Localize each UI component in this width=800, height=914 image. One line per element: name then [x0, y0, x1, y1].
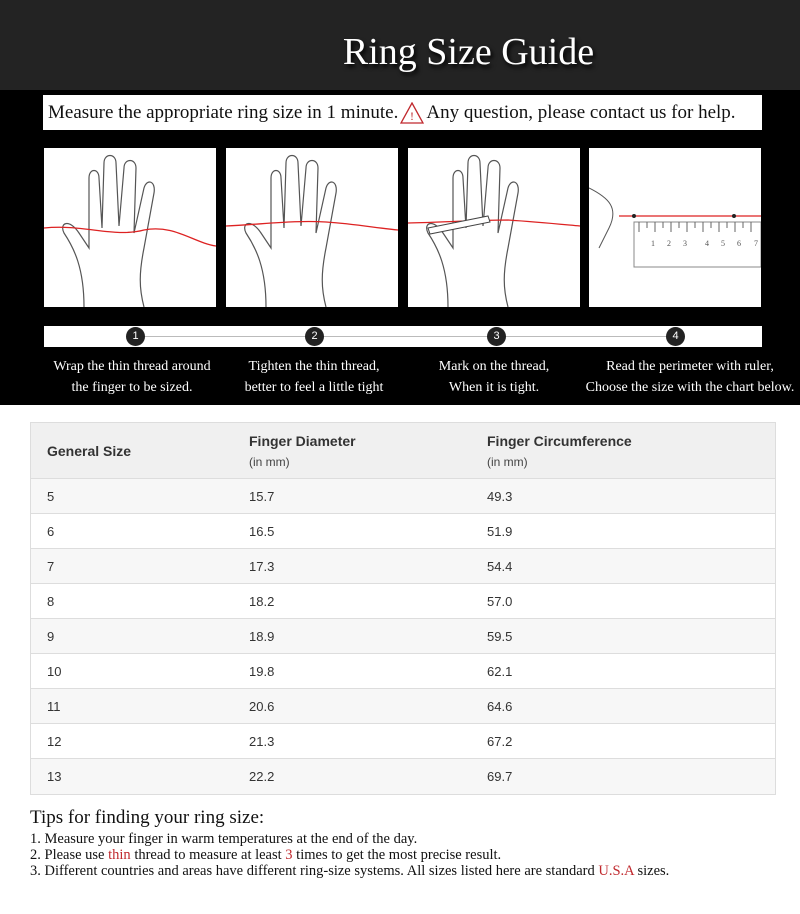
size-cell: 8 [47, 594, 55, 609]
header-diameter-unit: (in mm) [249, 455, 290, 469]
contact-text: Any question, please contact us for help… [426, 101, 736, 123]
header-finger-diameter: Finger Diameter [249, 433, 356, 449]
ruler-label: 4 [705, 239, 709, 248]
header-finger-circumference: Finger Circumference [487, 433, 632, 449]
ruler-label: 5 [721, 239, 725, 248]
ring-size-table: General Size Finger Diameter (in mm) Fin… [30, 422, 776, 795]
size-cell: 13 [47, 769, 62, 784]
tip-3: 3. Different countries and areas have di… [30, 863, 670, 879]
header-general-size: General Size [47, 443, 132, 459]
ruler-label: 7 [754, 239, 758, 248]
circumference-cell: 57.0 [487, 594, 513, 609]
table-row: 11 20.6 64.6 [31, 689, 775, 724]
step-connector [136, 336, 676, 337]
svg-text:!: ! [410, 109, 414, 123]
header-bar [0, 0, 800, 90]
page-title: Ring Size Guide [342, 31, 595, 73]
ruler-label: 3 [683, 239, 687, 248]
step-1-badge: 1 [126, 327, 145, 346]
header-circumference-unit: (in mm) [487, 455, 528, 469]
table-row: 12 21.3 67.2 [31, 724, 775, 759]
size-cell: 6 [47, 524, 55, 539]
hand-wrap-thread-illustration [44, 148, 216, 307]
diameter-cell: 17.3 [249, 559, 275, 574]
circumference-cell: 49.3 [487, 489, 513, 504]
step-progress-bar: 1 2 3 4 [44, 326, 762, 347]
size-cell: 9 [47, 629, 55, 644]
ruler-measure-illustration: 1 2 3 4 5 6 7 [589, 148, 761, 307]
table-row: 10 19.8 62.1 [31, 654, 775, 689]
table-row: 7 17.3 54.4 [31, 549, 775, 584]
table-header: General Size Finger Diameter (in mm) Fin… [31, 423, 775, 479]
intro-text: Measure the appropriate ring size in 1 m… [48, 101, 399, 123]
table-row: 6 16.5 51.9 [31, 514, 775, 549]
step-4-badge: 4 [666, 327, 685, 346]
step-4-caption: Read the perimeter with ruler, Choose the… [585, 359, 795, 395]
circumference-cell: 69.7 [487, 769, 513, 784]
hand-tighten-thread-illustration [226, 148, 398, 307]
diameter-cell: 18.2 [249, 594, 275, 609]
diameter-cell: 15.7 [249, 489, 275, 504]
circumference-cell: 59.5 [487, 629, 513, 644]
step-3-badge: 3 [487, 327, 506, 346]
diameter-cell: 19.8 [249, 664, 275, 679]
circumference-cell: 51.9 [487, 524, 513, 539]
tips-section: Tips for finding your ring size: 1. Meas… [30, 807, 669, 879]
diameter-cell: 22.2 [249, 769, 275, 784]
step-2-badge: 2 [305, 327, 324, 346]
circumference-cell: 62.1 [487, 664, 513, 679]
tip-1: 1. Measure your finger in warm temperatu… [30, 831, 418, 847]
step-3-caption: Mark on the thread, When it is tight. [438, 359, 550, 395]
size-cell: 5 [47, 489, 55, 504]
size-cell: 10 [47, 664, 62, 679]
ruler-label: 1 [651, 239, 655, 248]
table-row: 13 22.2 69.7 [31, 759, 775, 794]
table-row: 5 15.7 49.3 [31, 479, 775, 514]
diameter-cell: 18.9 [249, 629, 275, 644]
size-cell: 7 [47, 559, 55, 574]
ruler-label: 6 [737, 239, 741, 248]
table-row: 8 18.2 57.0 [31, 584, 775, 619]
diameter-cell: 16.5 [249, 524, 275, 539]
circumference-cell: 54.4 [487, 559, 513, 574]
tip-2: 2. Please use thin thread to measure at … [30, 847, 502, 863]
warning-triangle-icon: ! [400, 101, 425, 124]
circumference-cell: 67.2 [487, 734, 513, 749]
step-1-caption: Wrap the thin thread around the finger to… [53, 359, 211, 395]
step-2-caption: Tighten the thin thread, better to feel a… [244, 359, 384, 395]
size-cell: 12 [47, 734, 62, 749]
diameter-cell: 21.3 [249, 734, 275, 749]
ruler-label: 2 [667, 239, 671, 248]
table-row: 9 18.9 59.5 [31, 619, 775, 654]
intro-banner: Measure the appropriate ring size in 1 m… [43, 95, 762, 130]
size-cell: 11 [47, 699, 61, 714]
hand-mark-thread-illustration [408, 148, 580, 307]
diameter-cell: 20.6 [249, 699, 275, 714]
circumference-cell: 64.6 [487, 699, 513, 714]
tips-heading: Tips for finding your ring size: [30, 807, 265, 828]
